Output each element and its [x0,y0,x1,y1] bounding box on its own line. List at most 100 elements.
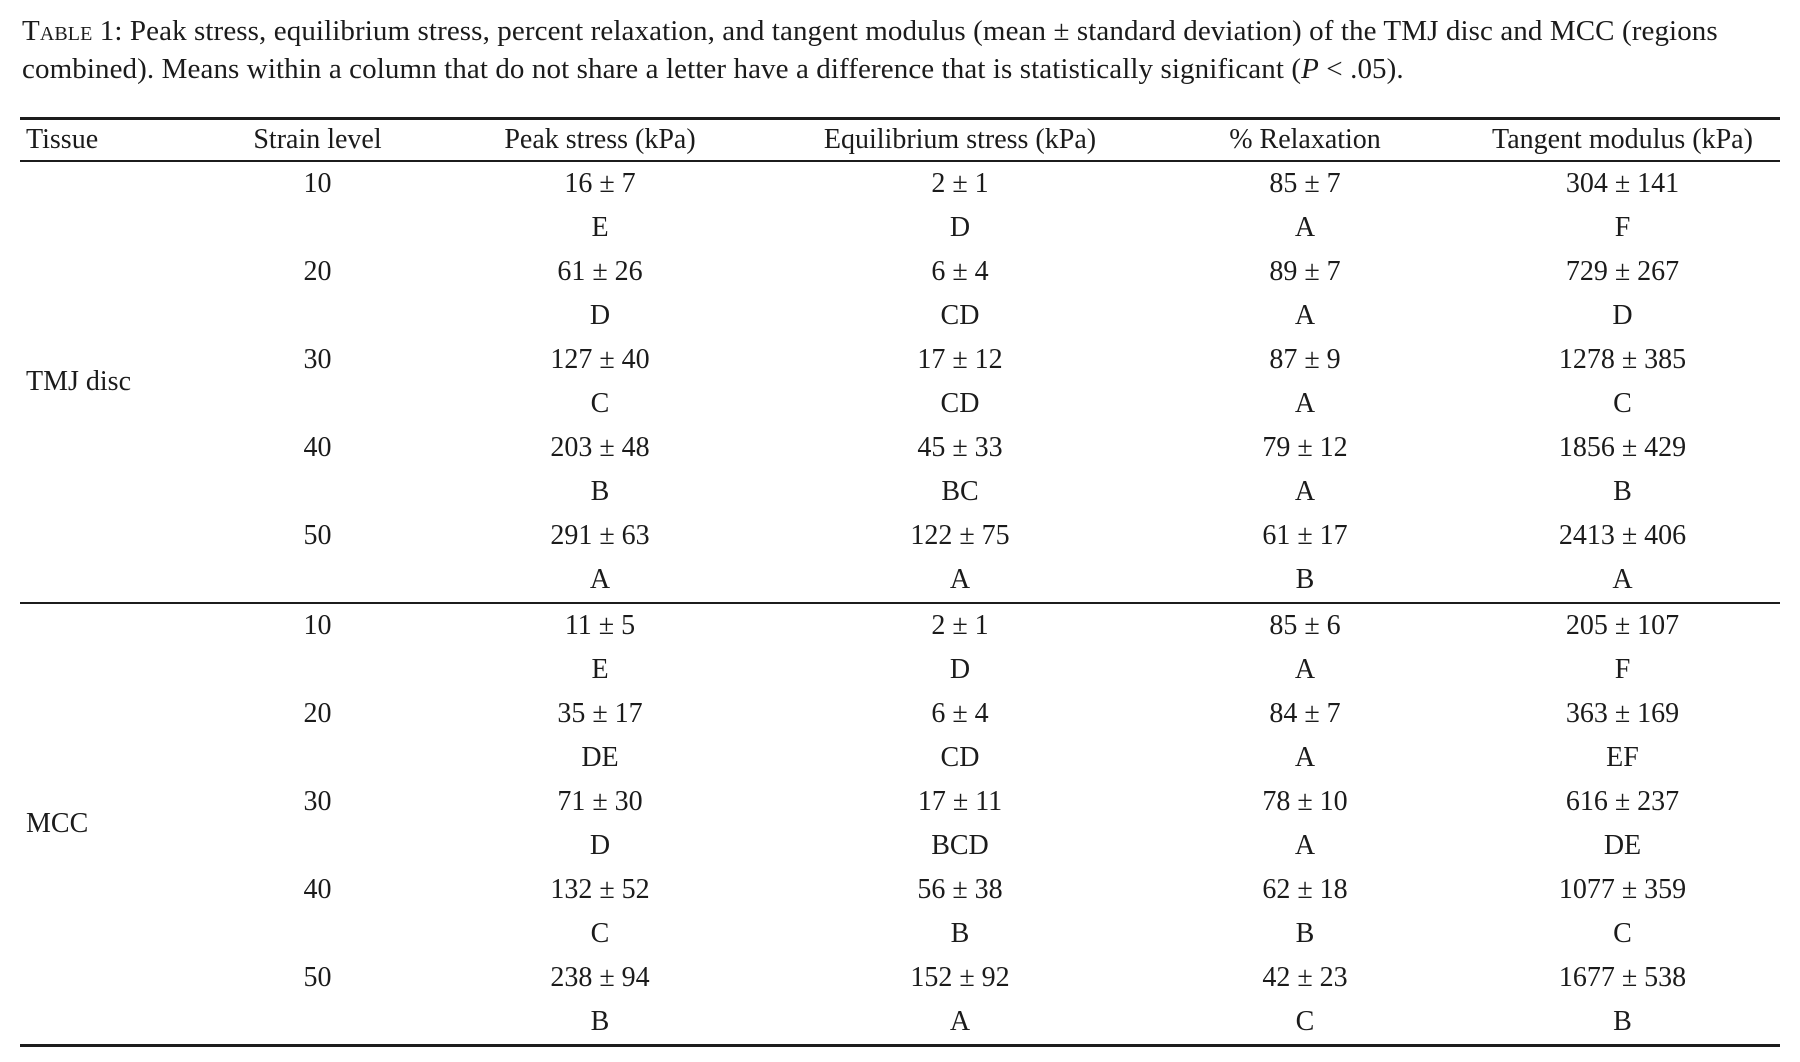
cell-relax-letter: B [1295,918,1315,949]
cell-peak-letter: E [591,654,609,685]
cell-relax: 84 ± 7 [1269,698,1341,729]
cell-tangent-letter: A [1612,564,1633,595]
letter-row: E D A F [20,648,1780,692]
letter-row: B BC A B [20,470,1780,514]
cell-relax: 87 ± 9 [1269,344,1341,375]
cell-strain: 50 [303,962,332,993]
cell-strain-empty [210,382,425,426]
cell-relax: 42 ± 23 [1262,962,1348,993]
table-caption-body: Peak stress, equilibrium stress, percent… [22,15,1718,85]
table-row: MCC 10 11 ± 5 2 ± 1 85 ± 6 205 ± 107 [20,603,1780,839]
cell-peak-letter: DE [581,742,619,773]
cell-peak: 61 ± 26 [557,256,643,287]
cell-strain: 20 [303,698,332,729]
letter-row: C B B C [20,912,1780,956]
header-tissue: Tissue [20,118,210,162]
cell-relax: 62 ± 18 [1262,874,1348,905]
cell-eq: 2 ± 1 [931,610,989,641]
cell-peak-letter: C [590,388,610,419]
cell-tangent: 304 ± 141 [1565,168,1680,199]
cell-relax: 79 ± 12 [1262,432,1348,463]
cell-relax-letter: B [1295,564,1315,595]
table-caption-end: < .05). [1318,53,1404,85]
cell-eq-letter: CD [940,388,980,419]
cell-peak: 11 ± 5 [564,610,636,641]
table-caption: Table 1: Peak stress, equilibrium stress… [22,12,1778,88]
cell-eq-letter: CD [940,742,980,773]
cell-relax-letter: A [1294,830,1316,861]
cell-eq: 6 ± 4 [931,256,989,287]
cell-strain: 40 [303,432,332,463]
cell-tangent: 1856 ± 429 [1558,432,1687,463]
table-row: 40 132 ± 52 56 ± 38 62 ± 18 1077 ± 359 [20,868,1780,912]
letter-row: E D A F [20,206,1780,250]
header-percent-relaxation: % Relaxation [1145,118,1465,162]
cell-strain-empty [210,470,425,514]
cell-tangent: 363 ± 169 [1565,698,1680,729]
cell-relax-letter: A [1294,742,1316,773]
cell-relax-letter: A [1294,300,1316,331]
cell-peak: 238 ± 94 [550,962,650,993]
table-caption-label: Table 1: [22,15,123,47]
cell-relax: 85 ± 6 [1269,610,1341,641]
cell-relax: 78 ± 10 [1262,786,1348,817]
cell-peak-letter: A [589,564,611,595]
cell-tangent: 205 ± 107 [1565,610,1680,641]
section-tmj-disc: TMJ disc 10 16 ± 7 2 ± 1 85 ± 7 304 ± 14… [20,161,1780,603]
header-strain-level: Strain level [210,118,425,162]
cell-tangent-letter: B [1613,1006,1632,1037]
cell-strain-empty [210,558,425,603]
cell-tangent: 1278 ± 385 [1558,344,1687,375]
cell-tangent: 616 ± 237 [1565,786,1680,817]
letter-row: DE CD A EF [20,736,1780,780]
cell-eq: 17 ± 11 [917,786,1003,817]
paper-page: Table 1: Peak stress, equilibrium stress… [0,12,1800,1062]
table-header: Tissue Strain level Peak stress (kPa) Eq… [20,118,1780,162]
cell-strain: 30 [303,344,332,375]
cell-strain: 10 [303,610,332,641]
table-row: 50 291 ± 63 122 ± 75 61 ± 17 2413 ± 406 [20,514,1780,558]
cell-relax-letter: C [1295,1006,1315,1037]
letter-row: C CD A C [20,382,1780,426]
cell-eq: 17 ± 12 [917,344,1003,375]
cell-eq-letter: BC [941,476,979,507]
cell-strain-empty [210,648,425,692]
cell-relax: 85 ± 7 [1269,168,1341,199]
cell-peak: 132 ± 52 [550,874,650,905]
cell-eq-letter: A [949,564,971,595]
cell-eq: 152 ± 92 [910,962,1010,993]
cell-strain-empty [210,1000,425,1046]
cell-peak: 71 ± 30 [557,786,643,817]
cell-relax-letter: A [1294,388,1316,419]
letter-row: D BCD A DE [20,824,1780,868]
letter-row: B A C B [20,1000,1780,1046]
cell-tangent-letter: B [1613,476,1632,507]
table-row: 30 127 ± 40 17 ± 12 87 ± 9 1278 ± 385 [20,338,1780,382]
cell-peak: 35 ± 17 [557,698,643,729]
cell-strain-empty [210,824,425,868]
table-row: 40 203 ± 48 45 ± 33 79 ± 12 1856 ± 429 [20,426,1780,470]
table-row: 30 71 ± 30 17 ± 11 78 ± 10 616 ± 237 [20,780,1780,824]
cell-tangent-letter: F [1614,212,1631,243]
cell-strain-empty [210,736,425,780]
cell-strain: 50 [303,520,332,551]
cell-relax-letter: A [1294,654,1316,685]
tissue-label-tmj: TMJ disc [26,366,131,397]
cell-eq-letter: CD [940,300,980,331]
table-row: 50 238 ± 94 152 ± 92 42 ± 23 1677 ± 538 [20,956,1780,1000]
table-row: 20 35 ± 17 6 ± 4 84 ± 7 363 ± 169 [20,692,1780,736]
p-value-symbol: P [1301,53,1319,85]
cell-strain: 40 [303,874,332,905]
cell-strain-empty [210,912,425,956]
header-row: Tissue Strain level Peak stress (kPa) Eq… [20,118,1780,162]
cell-eq: 56 ± 38 [917,874,1003,905]
cell-eq-letter: D [949,212,971,243]
cell-relax-letter: A [1294,212,1316,243]
cell-strain-empty [210,206,425,250]
header-tangent-modulus: Tangent modulus (kPa) [1465,118,1780,162]
table-row: 20 61 ± 26 6 ± 4 89 ± 7 729 ± 267 [20,250,1780,294]
cell-tangent-letter: C [1613,388,1632,419]
cell-relax: 89 ± 7 [1269,256,1341,287]
letter-row: D CD A D [20,294,1780,338]
cell-eq-letter: D [949,654,971,685]
